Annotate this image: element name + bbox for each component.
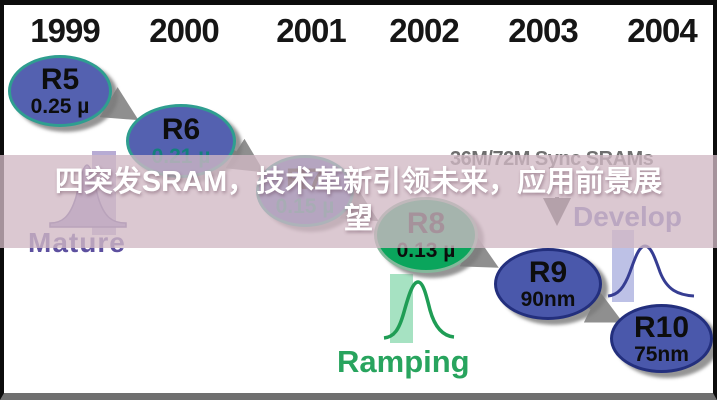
- node-r5-process: 0.25 µ: [30, 95, 90, 118]
- node-r10-process: 75nm: [634, 342, 689, 366]
- year-label-2000: 2000: [149, 12, 219, 49]
- year-label-2002: 2002: [389, 12, 459, 49]
- node-r9-process: 90nm: [520, 288, 576, 311]
- year-label-2004: 2004: [627, 12, 697, 49]
- node-r10: R10 75nm: [610, 304, 713, 373]
- node-r9: R9 90nm: [494, 248, 602, 320]
- title-line-2: 望: [343, 203, 373, 235]
- ramping-bell-curve-icon: [383, 274, 455, 343]
- title-line-1: 四突发SRAM，技术革新引领未来，应用前景展: [54, 166, 663, 198]
- year-label-2001: 2001: [276, 12, 346, 49]
- node-r6-name: R6: [161, 113, 201, 146]
- year-label-1999: 1999: [30, 12, 100, 49]
- title-banner-text: 四突发SRAM，技术革新引领未来，应用前景展 望: [0, 155, 717, 238]
- node-r5: R5 0.25 µ: [8, 55, 112, 127]
- node-r9-name: R9: [528, 256, 568, 289]
- node-r10-name: R10: [633, 310, 690, 344]
- stage-label-ramping: Ramping: [337, 344, 470, 379]
- node-r5-name: R5: [40, 63, 80, 96]
- arrow-r9-r10-icon: [583, 291, 623, 323]
- year-label-2003: 2003: [508, 12, 578, 49]
